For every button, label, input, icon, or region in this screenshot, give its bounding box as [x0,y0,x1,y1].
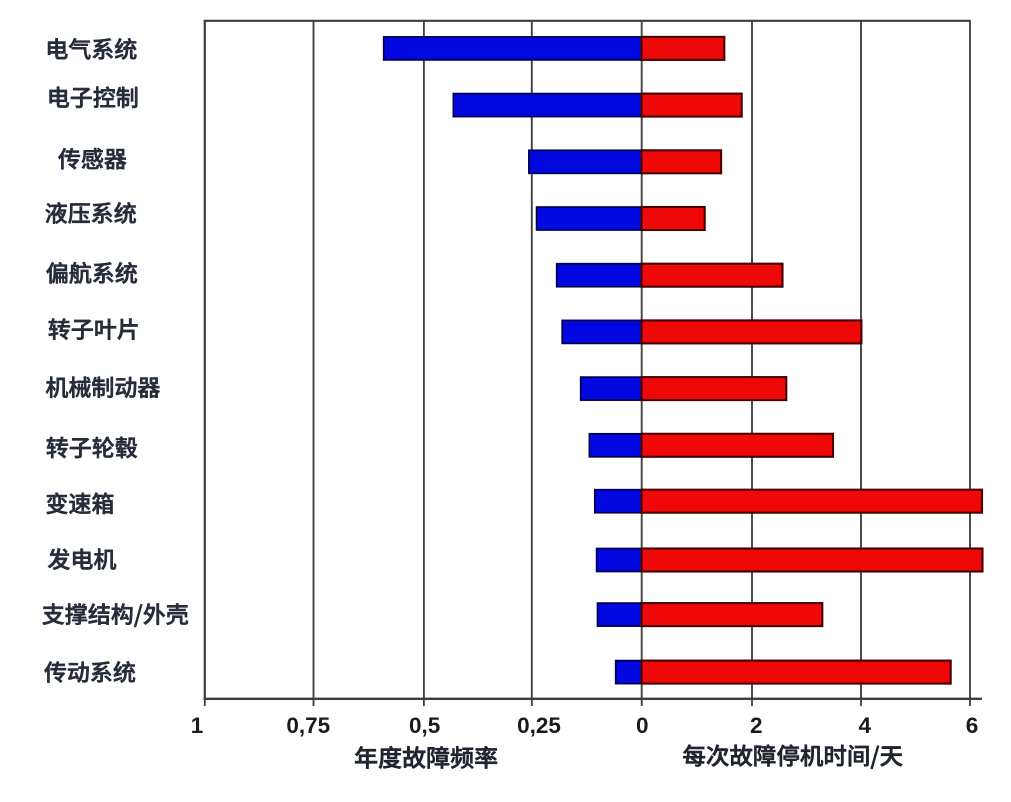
svg-text:0,75: 0,75 [286,713,330,738]
svg-text:0,25: 0,25 [517,713,561,738]
svg-text:1: 1 [191,713,204,738]
svg-text:2: 2 [750,713,763,738]
svg-text:0: 0 [636,713,649,738]
svg-text:4: 4 [859,713,872,738]
svg-text:0,5: 0,5 [409,713,440,738]
svg-text:6: 6 [966,713,979,738]
